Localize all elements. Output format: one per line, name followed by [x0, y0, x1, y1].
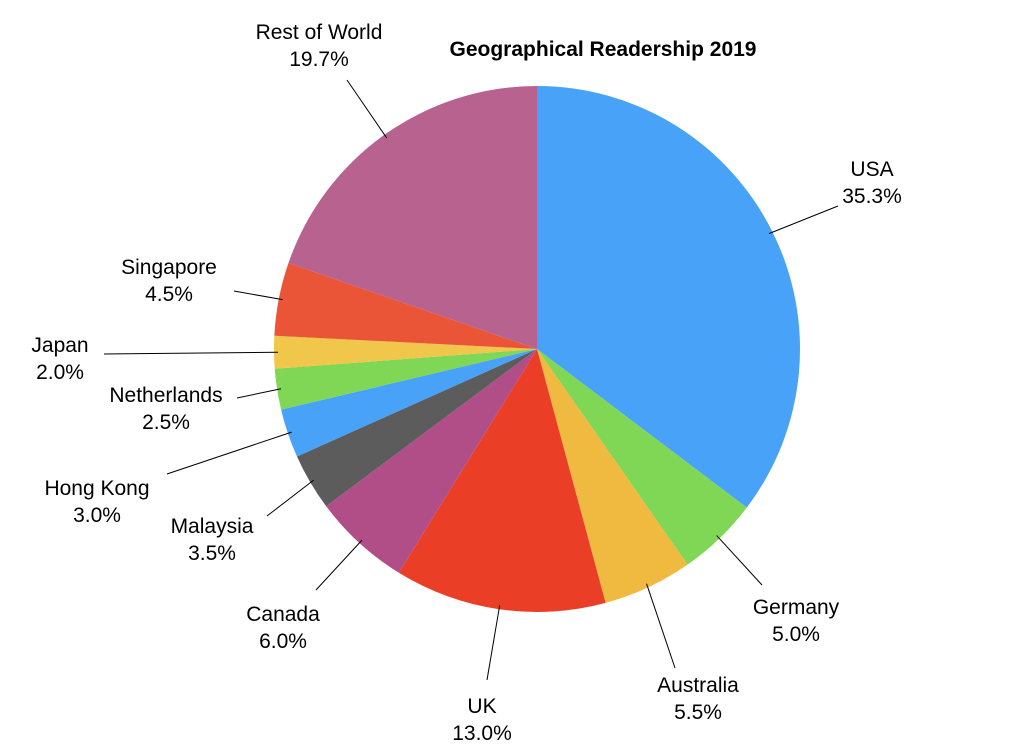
slice-value-singapore: 4.5% — [145, 283, 193, 306]
slice-label-uk: UK — [467, 695, 496, 718]
pie-slice-uk — [398, 349, 606, 613]
leader-line-canada — [315, 539, 363, 591]
leader-line-netherlands — [236, 388, 282, 399]
slice-labels: USA 35.3% Germany 5.0% Australia 5.5% UK 13.0% C… — [31, 21, 901, 745]
slice-label-canada: Canada — [246, 603, 320, 626]
slice-value-uk: 13.0% — [452, 722, 512, 745]
pie-slice-canada — [326, 349, 537, 573]
slice-label-malaysia: Malaysia — [171, 515, 254, 538]
pie-slice-malaysia — [296, 349, 537, 507]
slice-value-usa: 35.3% — [842, 185, 902, 208]
slice-label-usa: USA — [850, 158, 893, 181]
slice-value-germany: 5.0% — [772, 623, 820, 646]
slice-value-netherlands: 2.5% — [142, 411, 190, 434]
pie-slice-usa — [537, 86, 800, 508]
pie-slices — [273, 86, 800, 613]
leader-line-uk — [486, 605, 501, 681]
slice-value-australia: 5.5% — [674, 701, 722, 724]
slice-label-japan: Japan — [31, 334, 88, 357]
pie-slice-hong-kong — [281, 349, 537, 457]
pie-slice-japan — [273, 335, 537, 369]
leader-line-germany — [716, 535, 763, 586]
leader-line-malaysia — [266, 479, 314, 517]
slice-value-hong-kong: 3.0% — [73, 504, 121, 527]
slice-label-australia: Australia — [657, 674, 739, 697]
pie-slice-germany — [537, 349, 747, 565]
slice-value-japan: 2.0% — [36, 361, 84, 384]
pie-slice-australia — [537, 349, 688, 603]
leader-line-rest-of-world — [346, 79, 388, 139]
leader-lines — [103, 79, 839, 681]
leader-line-singapore — [233, 290, 283, 301]
slice-label-rest-of-world: Rest of World — [256, 21, 383, 44]
slice-value-rest-of-world: 19.7% — [289, 48, 349, 71]
slice-value-malaysia: 3.5% — [188, 542, 236, 565]
slice-value-canada: 6.0% — [259, 630, 307, 653]
slice-label-netherlands: Netherlands — [109, 384, 222, 407]
pie-slice-rest-of-world — [288, 86, 537, 349]
slice-label-hong-kong: Hong Kong — [44, 477, 149, 500]
leader-line-usa — [768, 205, 839, 235]
leader-line-australia — [646, 583, 676, 669]
pie-slice-singapore — [274, 263, 537, 349]
leader-line-japan — [103, 351, 279, 355]
chart-title: Geographical Readership 2019 — [450, 38, 757, 61]
slice-label-singapore: Singapore — [121, 256, 217, 279]
leader-line-hong-kong — [166, 431, 292, 475]
slice-label-germany: Germany — [753, 596, 840, 619]
pie-slice-netherlands — [274, 349, 537, 410]
